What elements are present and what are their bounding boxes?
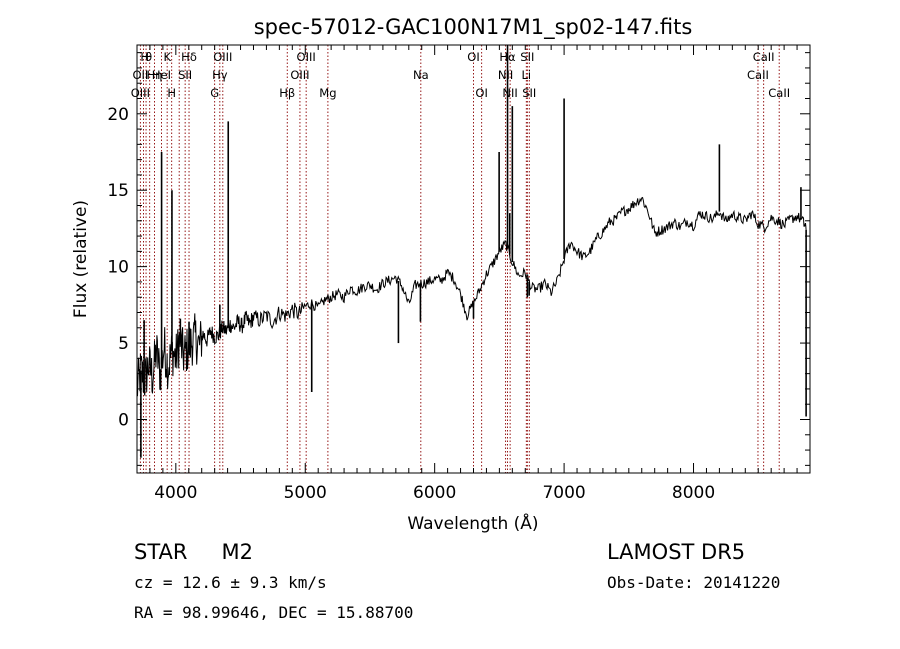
obs-date: Obs-Date: 20141220 xyxy=(607,573,781,592)
line-label: NII xyxy=(498,68,513,82)
object-class: STAR M2 xyxy=(134,540,253,564)
x-axis-label: Wavelength (Å) xyxy=(407,512,538,534)
line-label: NII xyxy=(502,86,517,100)
y-tick-label: 15 xyxy=(107,181,129,201)
coordinates: RA = 98.99646, DEC = 15.88700 xyxy=(134,603,414,622)
line-label: Hβ xyxy=(279,86,295,100)
line-label: SII xyxy=(522,86,536,100)
line-label: Hγ xyxy=(212,68,228,82)
line-label: θ xyxy=(145,50,152,64)
y-tick-label: 10 xyxy=(107,258,129,278)
x-tick-label: 8000 xyxy=(672,483,715,503)
line-label: SII xyxy=(178,68,192,82)
line-label: Hη xyxy=(147,68,163,82)
chart-title: spec-57012-GAC100N17M1_sp02-147.fits xyxy=(254,15,693,40)
line-label: Hδ xyxy=(181,50,197,64)
subclass: M2 xyxy=(221,540,253,564)
line-label: OIII xyxy=(213,50,232,64)
line-label: CaII xyxy=(768,86,790,100)
line-label: H xyxy=(140,50,149,64)
line-label: H xyxy=(167,86,176,100)
line-label: Li xyxy=(521,68,531,82)
redshift: cz = 12.6 ± 9.3 km/s xyxy=(134,573,327,592)
y-tick-label: 20 xyxy=(107,105,129,125)
reference-lines xyxy=(139,45,780,473)
line-label: CaII xyxy=(753,50,775,64)
line-label: OI xyxy=(475,86,487,100)
spectrum-chart: spec-57012-GAC100N17M1_sp02-147.fits Hθ K… xyxy=(71,15,811,534)
line-label: OIII xyxy=(290,68,309,82)
x-tick-label: 6000 xyxy=(413,483,456,503)
y-tick-label: 0 xyxy=(118,411,129,431)
line-label: OIII xyxy=(297,50,316,64)
x-tick-label: 5000 xyxy=(284,483,327,503)
line-label: Mg xyxy=(319,86,336,100)
x-tick-label: 4000 xyxy=(154,483,197,503)
line-label: G xyxy=(210,86,219,100)
y-axis-label: Flux (relative) xyxy=(71,200,91,318)
line-label: CaII xyxy=(747,68,769,82)
line-label: SII xyxy=(520,50,534,64)
survey-name: LAMOST DR5 xyxy=(607,540,746,564)
line-label: OII xyxy=(132,68,148,82)
star-type: STAR xyxy=(134,540,188,564)
line-label: HeI xyxy=(152,68,171,82)
line-label: OI xyxy=(467,50,479,64)
y-tick-label: 5 xyxy=(118,334,129,354)
spectrum-line xyxy=(136,196,807,397)
y-axis: 0 5 10 15 20 xyxy=(107,52,810,466)
x-axis: 4000 5000 6000 7000 8000 xyxy=(149,45,798,503)
line-label: K xyxy=(164,50,172,64)
x-tick-label: 7000 xyxy=(542,483,585,503)
line-label: Na xyxy=(413,68,429,82)
emission-spikes xyxy=(140,45,807,458)
line-label: OIII xyxy=(131,86,150,100)
